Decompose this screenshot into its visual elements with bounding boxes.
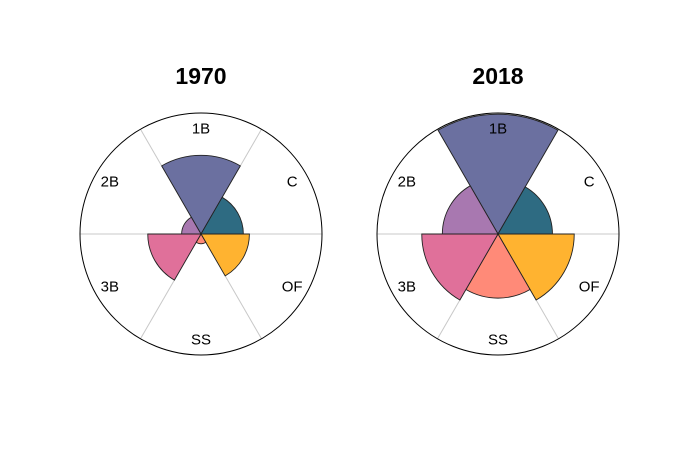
wedge-3b <box>421 233 499 301</box>
sector-label-ss: SS <box>488 331 508 348</box>
sector-label-3b: 3B <box>101 279 119 296</box>
sector-label-2b: 2B <box>398 173 416 190</box>
wedge-3b <box>147 233 202 281</box>
sector-label-of: OF <box>282 279 303 296</box>
sector-label-c: C <box>584 173 595 190</box>
wedge-c <box>497 186 553 235</box>
sector-label-1b: 1B <box>192 121 210 138</box>
sector-label-2b: 2B <box>101 173 119 190</box>
panel-title: 2018 <box>472 63 523 89</box>
wedge-of <box>200 233 250 277</box>
wedge-c <box>200 196 244 235</box>
sector-label-c: C <box>287 173 298 190</box>
panel-title: 1970 <box>175 63 226 89</box>
wedge-2b <box>181 216 202 235</box>
wedge-of <box>497 233 575 301</box>
polar-panel-2018: 2018 1B C OF SS 3B 2B <box>376 63 620 356</box>
polar-frame <box>376 112 620 356</box>
wedge-1b <box>161 154 241 235</box>
wedge-1b <box>437 113 559 235</box>
sector-label-of: OF <box>579 279 600 296</box>
polar-frame <box>79 112 323 356</box>
wedge-2b <box>441 185 499 235</box>
polar-panel-1970: 1970 1B C OF SS 3B 2B <box>79 63 323 356</box>
wedge-ss <box>465 233 531 299</box>
sector-label-3b: 3B <box>398 279 416 296</box>
sector-label-1b: 1B <box>489 121 507 138</box>
sector-label-ss: SS <box>191 331 211 348</box>
